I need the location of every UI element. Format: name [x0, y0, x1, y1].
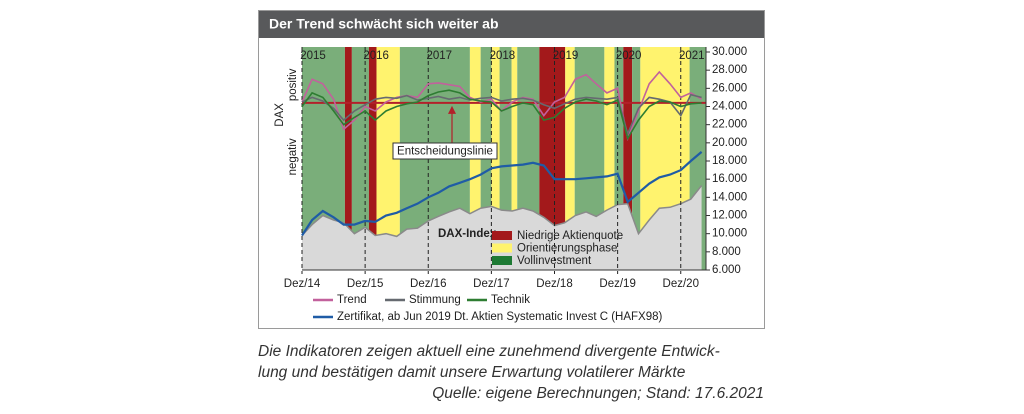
left-positive: positiv — [287, 68, 299, 101]
x-tick-label: Dez/18 — [536, 278, 572, 290]
x-tick-label: Dez/16 — [410, 278, 446, 290]
legend-label: Orientierungsphase — [517, 243, 617, 255]
left-axis-label: DAX — [274, 103, 286, 127]
arrow-head — [448, 105, 456, 114]
header — [259, 11, 764, 38]
area-label: DAX-Index — [438, 228, 497, 240]
dax-edge — [301, 185, 703, 238]
y-tick-label: 28.000 — [712, 64, 747, 76]
legend-swatch — [492, 243, 512, 253]
year-label: 2020 — [616, 50, 642, 62]
legend-swatch — [492, 256, 512, 265]
y-tick-label: 18.000 — [712, 155, 747, 167]
phase-band — [511, 47, 518, 270]
y-tick-label: 14.000 — [712, 191, 747, 203]
year-label: 2021 — [679, 50, 705, 62]
annotation: Entscheidungslinie — [397, 146, 493, 158]
phase-band — [344, 47, 352, 270]
annotation-box — [392, 142, 498, 160]
series-line — [301, 151, 703, 237]
x-tick-label: Dez/17 — [473, 278, 509, 290]
legend-label: Stimmung — [409, 294, 461, 306]
y-tick-label: 30.000 — [712, 46, 747, 58]
x-tick-label: Dez/19 — [599, 278, 635, 290]
phase-band — [632, 47, 641, 270]
y-tick-label: 8.000 — [712, 246, 741, 258]
y-tick-label: 6.000 — [712, 264, 741, 276]
y-tick-label: 26.000 — [712, 82, 747, 94]
y-tick-label: 22.000 — [712, 119, 747, 131]
caption-source: Quelle: eigene Berechnungen; Stand: 17.6… — [432, 385, 764, 402]
plot: Dez/14 Dez/15 Dez/16 Dez/17 Dez/18 Dez/19 Dez/… — [274, 46, 747, 323]
year-label: 2016 — [363, 50, 389, 62]
year-label: 2019 — [553, 50, 579, 62]
phase-band — [499, 47, 512, 270]
dax-area — [302, 185, 702, 270]
legend-label: Niedrige Aktienquote — [517, 230, 623, 242]
y-tick-label: 20.000 — [712, 137, 747, 149]
phase-band — [623, 47, 633, 270]
x-tick-label: Dez/14 — [284, 278, 321, 290]
phase-band — [565, 47, 575, 270]
year-label: 2017 — [427, 50, 453, 62]
year-label: 2018 — [490, 50, 516, 62]
legend-swatch — [492, 231, 512, 240]
series-line — [301, 93, 702, 137]
legend-label: Trend — [337, 294, 367, 306]
legend-label: Technik — [491, 294, 530, 306]
phase-band — [604, 47, 615, 270]
y-tick-label: 12.000 — [712, 210, 747, 222]
legend-label: Zertifikat, ab Jun 2019 Dt. Aktien Syste… — [337, 311, 662, 323]
y-tick-label: 24.000 — [712, 101, 747, 113]
chart-title: Der Trend schwächt sich weiter ab — [269, 16, 499, 32]
year-label: 2015 — [300, 50, 326, 62]
series-line — [301, 89, 702, 141]
caption-line: Die Indikatoren zeigen aktuell eine zune… — [258, 343, 720, 360]
x-tick-label: Dez/15 — [347, 278, 383, 290]
phase-band — [614, 47, 624, 270]
left-negative: negativ — [287, 138, 299, 175]
phase-band — [368, 47, 377, 270]
legend-label: Vollinvestment — [517, 255, 592, 267]
x-tick-label: Dez/20 — [663, 278, 699, 290]
y-tick-label: 16.000 — [712, 173, 747, 185]
y-tick-label: 10.000 — [712, 228, 747, 240]
caption-line: lung und bestätigen damit unsere Erwartu… — [258, 364, 686, 381]
